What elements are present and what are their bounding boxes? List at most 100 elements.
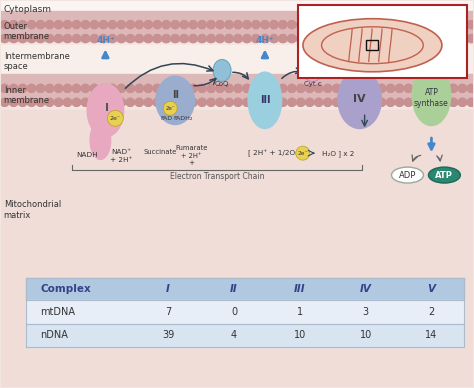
Circle shape (252, 35, 260, 43)
Circle shape (153, 21, 161, 29)
Circle shape (458, 85, 466, 92)
Circle shape (422, 35, 430, 43)
Text: I: I (105, 103, 109, 113)
Circle shape (162, 98, 170, 106)
Text: + 2H⁺: + 2H⁺ (181, 153, 201, 159)
Circle shape (315, 85, 323, 92)
Text: Inner
membrane: Inner membrane (4, 86, 50, 105)
Circle shape (413, 35, 421, 43)
Circle shape (449, 85, 457, 92)
Ellipse shape (303, 59, 323, 81)
Circle shape (306, 98, 314, 106)
Circle shape (288, 21, 296, 29)
Circle shape (431, 85, 439, 92)
Circle shape (180, 35, 188, 43)
Circle shape (118, 21, 125, 29)
Ellipse shape (392, 167, 423, 183)
Circle shape (153, 85, 161, 92)
Text: 1: 1 (297, 307, 303, 317)
Circle shape (395, 35, 403, 43)
Circle shape (18, 21, 27, 29)
Circle shape (100, 98, 108, 106)
Circle shape (279, 21, 287, 29)
Circle shape (404, 21, 412, 29)
Circle shape (127, 35, 134, 43)
Circle shape (467, 21, 474, 29)
Circle shape (270, 98, 278, 106)
Circle shape (36, 98, 45, 106)
Text: +: + (188, 160, 194, 166)
Circle shape (279, 98, 287, 106)
Circle shape (82, 85, 90, 92)
Circle shape (324, 21, 332, 29)
Circle shape (297, 35, 305, 43)
Text: ATP: ATP (436, 171, 453, 180)
Circle shape (127, 98, 134, 106)
Text: 10: 10 (359, 331, 372, 341)
Circle shape (422, 85, 430, 92)
Text: 7: 7 (165, 307, 171, 317)
Circle shape (387, 85, 394, 92)
Text: FADH₂: FADH₂ (173, 116, 193, 121)
Circle shape (351, 35, 359, 43)
Circle shape (297, 85, 305, 92)
Circle shape (449, 85, 457, 92)
Circle shape (431, 98, 439, 106)
Circle shape (315, 21, 323, 29)
Circle shape (216, 98, 224, 106)
Circle shape (36, 21, 45, 29)
Circle shape (162, 85, 170, 92)
Circle shape (82, 35, 90, 43)
Circle shape (440, 98, 448, 106)
Circle shape (252, 85, 260, 92)
Circle shape (27, 35, 36, 43)
Circle shape (404, 21, 412, 29)
Circle shape (91, 85, 99, 92)
Text: Succinate: Succinate (144, 149, 177, 155)
Circle shape (135, 21, 143, 29)
Circle shape (64, 35, 72, 43)
Text: CoQ: CoQ (215, 81, 229, 87)
Circle shape (36, 85, 45, 92)
Circle shape (162, 35, 170, 43)
Circle shape (91, 21, 99, 29)
Circle shape (252, 98, 260, 106)
Circle shape (458, 85, 466, 92)
Circle shape (82, 98, 90, 106)
Circle shape (189, 85, 197, 92)
Circle shape (467, 85, 474, 92)
Text: + 2H⁺: + 2H⁺ (110, 157, 133, 163)
Circle shape (279, 21, 287, 29)
Text: 2: 2 (428, 307, 435, 317)
Circle shape (118, 98, 125, 106)
Circle shape (458, 35, 466, 43)
Circle shape (171, 85, 179, 92)
Circle shape (369, 85, 376, 92)
Circle shape (100, 98, 108, 106)
Circle shape (198, 35, 206, 43)
Circle shape (243, 35, 251, 43)
Circle shape (64, 35, 72, 43)
Circle shape (404, 98, 412, 106)
Circle shape (180, 98, 188, 106)
Circle shape (315, 35, 323, 43)
Circle shape (109, 21, 116, 29)
Circle shape (306, 85, 314, 92)
Circle shape (387, 21, 394, 29)
Circle shape (297, 85, 305, 92)
Circle shape (207, 98, 215, 106)
Circle shape (55, 21, 63, 29)
Circle shape (431, 21, 439, 29)
Circle shape (225, 35, 233, 43)
Circle shape (171, 85, 179, 92)
Circle shape (144, 21, 152, 29)
Circle shape (324, 98, 332, 106)
Circle shape (324, 35, 332, 43)
Circle shape (189, 35, 197, 43)
Circle shape (189, 98, 197, 106)
Text: IV: IV (353, 94, 366, 104)
Circle shape (369, 98, 376, 106)
Circle shape (118, 35, 125, 43)
Circle shape (36, 85, 45, 92)
Circle shape (404, 85, 412, 92)
